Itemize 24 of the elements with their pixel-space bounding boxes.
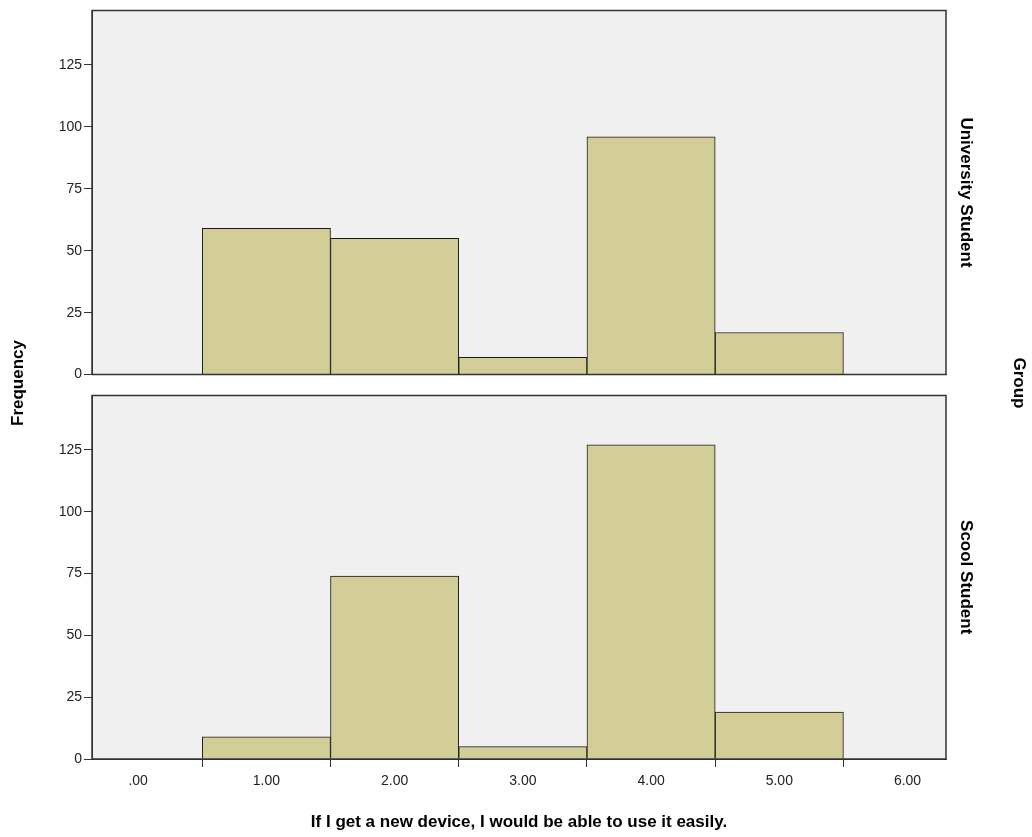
y-tick-label: 25 [66, 303, 83, 320]
x-tick-label: 2.00 [380, 772, 409, 789]
x-tick-label: 3.00 [509, 772, 537, 789]
y-tick-label: 100 [58, 502, 83, 519]
x-tick-label: 4.00 [637, 772, 665, 789]
text: Group [1008, 357, 1028, 409]
y-tick-label: 25 [66, 688, 83, 705]
y-tick-label: 50 [66, 626, 83, 643]
y-tick-label: 125 [58, 55, 83, 72]
y-tick-label: 0 [74, 749, 83, 766]
y-tick-label: 125 [58, 440, 83, 457]
y-tick-label: 50 [66, 241, 83, 258]
x-axis-title: If I get a new device, I would be able to use it easily. [310, 812, 728, 832]
x-tick-label: 1.00 [252, 772, 281, 789]
y-tick-label: 75 [66, 564, 83, 581]
x-tick-label: 6.00 [893, 772, 922, 789]
x-tick-label: .00 [128, 772, 149, 789]
y-tick-label: 100 [58, 117, 83, 134]
y-tick-label: 75 [66, 179, 83, 196]
x-tick-label: 5.00 [765, 772, 794, 789]
y-axis-title: Frequency [7, 340, 28, 426]
y2-axis-title: Scool Student [957, 520, 977, 635]
y-tick-label: 0 [74, 365, 83, 382]
y2-axis-title: University Student [957, 117, 977, 268]
